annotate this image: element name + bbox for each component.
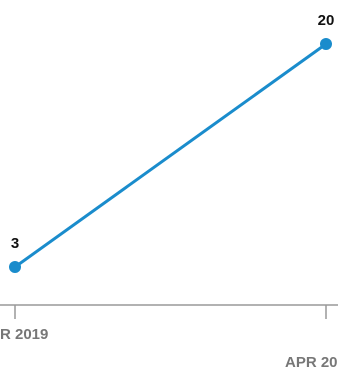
x-tick-labels: R 2019 APR 20	[0, 326, 338, 370]
data-point-1	[320, 38, 332, 50]
data-labels: 3 20	[11, 12, 335, 252]
x-tick-label-0: R 2019	[0, 326, 48, 343]
x-tick-label-1: APR 20	[285, 354, 338, 370]
data-label-0: 3	[11, 235, 19, 252]
data-point-0	[9, 261, 21, 273]
data-label-1: 20	[318, 12, 335, 29]
data-points	[9, 38, 332, 273]
series-line	[14, 42, 327, 269]
x-axis-ticks	[14, 305, 327, 319]
